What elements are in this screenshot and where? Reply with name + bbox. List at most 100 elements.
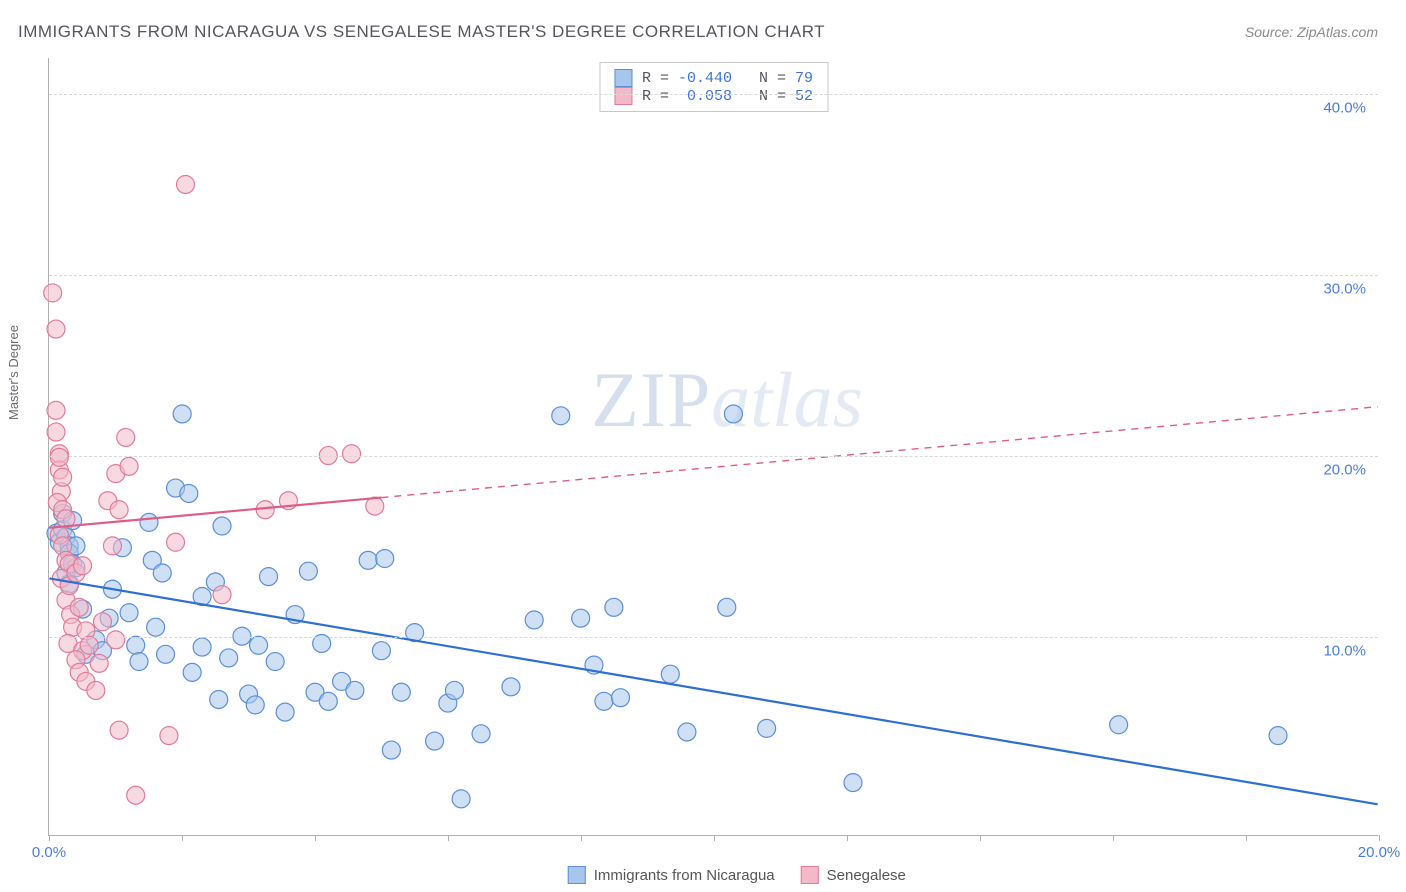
gridline <box>49 275 1378 276</box>
chart-plot-area: ZIPatlas R = -0.440 N = 79R = 0.058 N = … <box>48 58 1378 836</box>
legend-label: Senegalese <box>827 867 906 884</box>
data-point <box>426 732 444 750</box>
gridline <box>49 94 1378 95</box>
data-point <box>44 284 62 302</box>
data-point <box>180 484 198 502</box>
data-point <box>160 727 178 745</box>
data-point <box>246 696 264 714</box>
data-point <box>127 786 145 804</box>
data-point <box>70 598 88 616</box>
data-point <box>382 741 400 759</box>
data-point <box>117 428 135 446</box>
data-point <box>343 445 361 463</box>
x-tick-label: 20.0% <box>1358 844 1401 861</box>
x-tick <box>980 835 981 841</box>
x-tick <box>448 835 449 841</box>
data-point <box>758 719 776 737</box>
data-point <box>80 636 98 654</box>
data-point <box>103 537 121 555</box>
data-point <box>147 618 165 636</box>
data-point <box>260 568 278 586</box>
data-point <box>266 653 284 671</box>
data-point <box>120 604 138 622</box>
data-point <box>50 448 68 466</box>
x-tick <box>847 835 848 841</box>
data-point <box>173 405 191 423</box>
data-point <box>193 638 211 656</box>
data-point <box>366 497 384 515</box>
data-point <box>127 636 145 654</box>
data-point <box>210 690 228 708</box>
x-tick <box>1246 835 1247 841</box>
legend-swatch <box>614 87 632 105</box>
legend-item: Senegalese <box>801 866 906 884</box>
legend-text: R = 0.058 N = 52 <box>642 88 813 105</box>
data-point <box>372 642 390 660</box>
y-tick-label: 10.0% <box>1323 642 1366 659</box>
data-point <box>605 598 623 616</box>
data-point <box>346 681 364 699</box>
scatter-plot-svg <box>49 58 1378 835</box>
data-point <box>376 550 394 568</box>
source-attribution: Source: ZipAtlas.com <box>1245 24 1378 40</box>
data-point <box>130 653 148 671</box>
x-tick <box>581 835 582 841</box>
data-point <box>844 774 862 792</box>
data-point <box>54 468 72 486</box>
data-point <box>661 665 679 683</box>
data-point <box>572 609 590 627</box>
x-tick <box>1379 835 1380 841</box>
x-tick <box>714 835 715 841</box>
x-tick <box>1113 835 1114 841</box>
data-point <box>153 564 171 582</box>
data-point <box>213 586 231 604</box>
x-tick <box>49 835 50 841</box>
trend-line-dashed <box>381 407 1377 498</box>
data-point <box>47 401 65 419</box>
data-point <box>47 423 65 441</box>
data-point <box>87 681 105 699</box>
data-point <box>110 721 128 739</box>
data-point <box>724 405 742 423</box>
x-tick <box>315 835 316 841</box>
data-point <box>110 501 128 519</box>
legend-text: R = -0.440 N = 79 <box>642 70 813 87</box>
data-point <box>502 678 520 696</box>
legend-label: Immigrants from Nicaragua <box>594 867 775 884</box>
data-point <box>120 457 138 475</box>
data-point <box>167 533 185 551</box>
data-point <box>250 636 268 654</box>
data-point <box>299 562 317 580</box>
data-point <box>1269 727 1287 745</box>
legend-row: R = 0.058 N = 52 <box>614 87 813 105</box>
legend-row: R = -0.440 N = 79 <box>614 69 813 87</box>
data-point <box>140 513 158 531</box>
data-point <box>157 645 175 663</box>
data-point <box>90 654 108 672</box>
data-point <box>220 649 238 667</box>
legend-swatch <box>614 69 632 87</box>
data-point <box>213 517 231 535</box>
data-point <box>93 613 111 631</box>
chart-title: IMMIGRANTS FROM NICARAGUA VS SENEGALESE … <box>18 22 825 42</box>
data-point <box>612 689 630 707</box>
data-point <box>177 175 195 193</box>
data-point <box>107 631 125 649</box>
data-point <box>678 723 696 741</box>
data-point <box>47 320 65 338</box>
x-tick <box>182 835 183 841</box>
data-point <box>183 663 201 681</box>
data-point <box>359 551 377 569</box>
data-point <box>472 725 490 743</box>
data-point <box>392 683 410 701</box>
data-point <box>718 598 736 616</box>
legend-swatch <box>568 866 586 884</box>
data-point <box>452 790 470 808</box>
x-tick-label: 0.0% <box>32 844 66 861</box>
y-tick-label: 20.0% <box>1323 462 1366 479</box>
data-point <box>445 681 463 699</box>
correlation-legend: R = -0.440 N = 79R = 0.058 N = 52 <box>599 62 828 112</box>
data-point <box>319 692 337 710</box>
data-point <box>552 407 570 425</box>
y-tick-label: 30.0% <box>1323 281 1366 298</box>
